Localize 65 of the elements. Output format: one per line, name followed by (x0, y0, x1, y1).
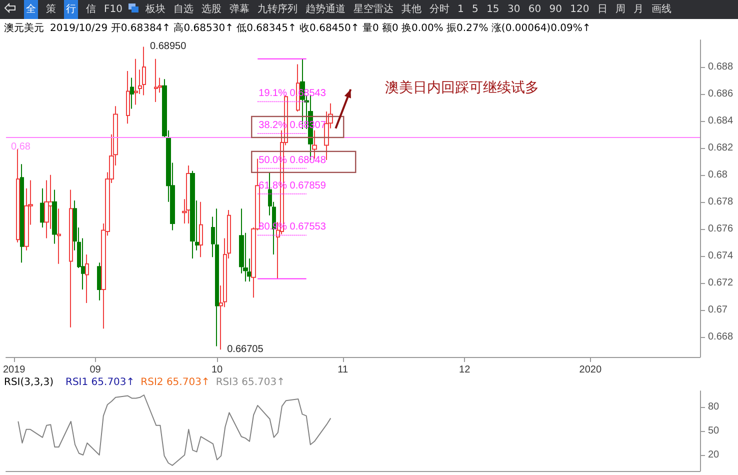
text: 九转序列 (257, 2, 298, 17)
text: 周 (615, 3, 626, 17)
text: 策 (46, 3, 56, 17)
annotation: 0.66705 (227, 344, 264, 356)
x-tick-label: 2019 (3, 364, 26, 376)
text: F10 (104, 3, 122, 17)
annotation: 澳美日内回踩可继续试多 (385, 79, 539, 97)
text: RSI1 65.703↑ (66, 377, 135, 388)
candlestick (16, 148, 20, 243)
candlestick (199, 201, 203, 258)
x-tick-label: 12 (459, 364, 471, 376)
text: 趋势通道 (305, 2, 346, 17)
y-tick-label: 0.686 (708, 88, 734, 100)
candlestick (190, 170, 195, 260)
ref-line-label: 0.68 (11, 142, 31, 153)
y-tick-label: 0.688 (708, 61, 734, 72)
y-tick-label: 80 (708, 402, 720, 412)
x-tick-label: 11 (338, 364, 348, 376)
chart-title: RSI(3,3,3) (4, 377, 54, 388)
candlestick (69, 189, 73, 328)
y-tick-label: 0.68 (708, 169, 728, 180)
annotation: 0.68950 (150, 41, 187, 52)
candlestick (126, 70, 130, 124)
text: 分时 (429, 2, 450, 17)
text: 板块 (145, 2, 166, 17)
y-tick-label: 0.67 (708, 304, 728, 316)
candlestick (154, 58, 158, 103)
candlestick (20, 164, 24, 264)
x-tick-label: 2020 (579, 364, 602, 376)
y-tick-label: 0.676 (708, 223, 734, 234)
y-tick-label: 0.678 (708, 196, 734, 208)
y-tick-label: 50 (708, 426, 720, 436)
candlestick (134, 58, 138, 106)
candlestick (57, 208, 61, 264)
text: 月 (633, 3, 644, 17)
text: 选股 (201, 2, 222, 17)
candlestick (85, 254, 89, 304)
candlestick (40, 188, 45, 228)
candlestick (142, 46, 146, 96)
text: 星空雷达 (353, 2, 394, 17)
chart-subtitle: 2019/10/29 开0.68384↑ 高0.68530↑ 低0.68345↑ 收0.68450↑ 量0 额0 换0.00% 振0.27% 涨(0.00064)0.09%↑ (50, 23, 591, 34)
text: 信 (86, 3, 96, 17)
line-series (18, 394, 332, 466)
text: 自选 (173, 2, 194, 17)
text: RSI2 65.703↑ (140, 377, 210, 388)
text: 画线 (651, 2, 672, 17)
x-tick-label: 09 (90, 364, 102, 376)
x-tick-label: 10 (211, 364, 224, 376)
y-tick-label: 0.674 (708, 250, 734, 262)
y-tick-label: 0.672 (708, 277, 734, 288)
candlestick (52, 189, 57, 244)
text: 行 (64, 0, 78, 19)
chart-title: 澳元美元 (4, 23, 44, 34)
y-tick-label: 0.668 (708, 331, 734, 342)
y-tick-label: 20 (708, 450, 720, 460)
text: 日 (597, 3, 608, 17)
candlestick (130, 77, 134, 110)
y-tick-label: 0.682 (708, 142, 734, 154)
y-tick-label: 0.684 (708, 115, 734, 126)
text: 全 (24, 0, 38, 19)
text: 其他 (401, 2, 422, 17)
candlestick (215, 208, 219, 347)
text: 弹幕 (229, 2, 250, 17)
text: 1 5 15 30 60 90 120 (457, 3, 590, 17)
text: RSI3 65.703↑ (216, 377, 285, 388)
